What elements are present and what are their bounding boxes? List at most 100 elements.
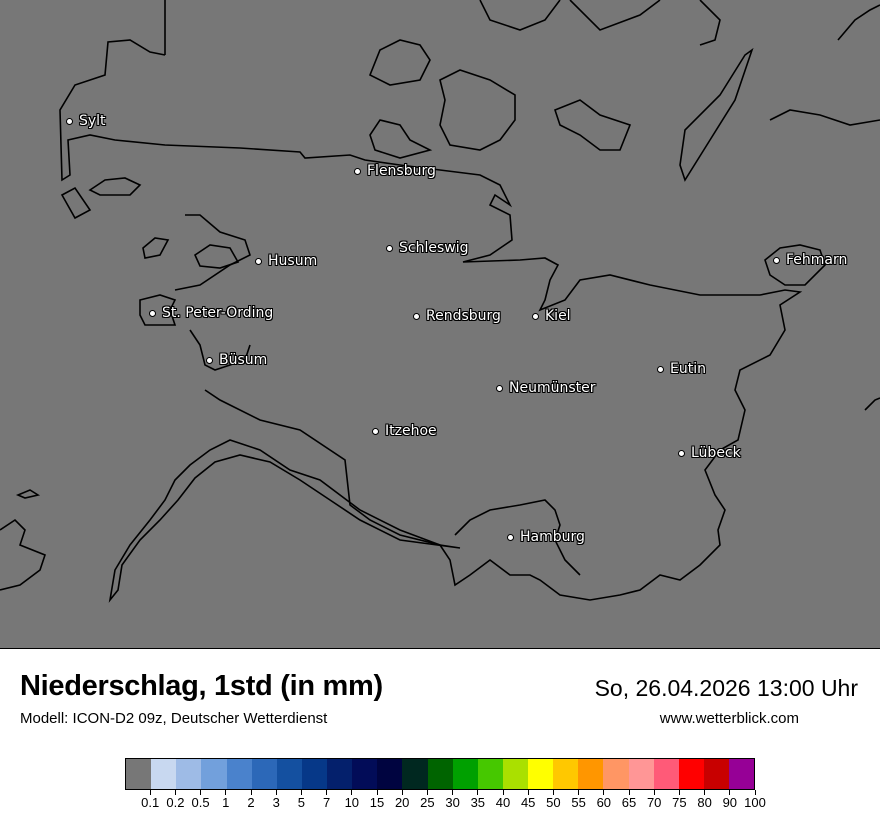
city-label: Eutin — [670, 361, 706, 377]
legend-tick — [502, 790, 504, 795]
legend-tick-label: 75 — [672, 795, 687, 810]
legend-swatch — [653, 759, 679, 789]
legend-tick — [552, 790, 554, 795]
legend-tick — [527, 790, 529, 795]
website-link[interactable]: www.wetterblick.com — [659, 710, 799, 727]
legend-tick — [351, 790, 353, 795]
legend-tick-label: 55 — [571, 795, 586, 810]
city-label: Fehmarn — [786, 252, 848, 268]
legend-tick-label: 0.5 — [191, 795, 210, 810]
city-dot — [386, 244, 393, 252]
city-marker-itzehoe: Itzehoe — [372, 423, 437, 439]
city-dot — [255, 257, 262, 265]
legend-tick-label: 90 — [722, 795, 738, 810]
legend-tick-label: 40 — [495, 795, 511, 810]
legend-swatch — [151, 759, 177, 789]
legend-tick — [452, 790, 454, 795]
color-scale-legend — [125, 758, 755, 790]
city-dot — [372, 427, 379, 435]
city-marker-flensburg: Flensburg — [354, 163, 436, 179]
city-marker-buesum: Büsum — [206, 352, 267, 368]
legend-swatch — [377, 759, 403, 789]
legend-swatch — [226, 759, 252, 789]
city-label: Flensburg — [367, 163, 436, 179]
city-marker-eutin: Eutin — [657, 361, 706, 377]
legend-swatch — [553, 759, 579, 789]
legend-tick — [174, 790, 176, 795]
legend-tick — [326, 790, 328, 795]
legend-tick-label: 80 — [697, 795, 712, 810]
city-marker-kiel: Kiel — [532, 308, 571, 324]
legend-tick — [275, 790, 277, 795]
legend-tick — [250, 790, 252, 795]
legend-tick-label: 20 — [394, 795, 410, 810]
legend-swatch — [176, 759, 202, 789]
model-source: Modell: ICON-D2 09z, Deutscher Wetterdie… — [20, 710, 328, 727]
legend-tick-label: 100 — [744, 795, 766, 810]
legend-tick — [376, 790, 378, 795]
legend-tick — [401, 790, 403, 795]
legend-tick — [477, 790, 479, 795]
city-dot — [507, 533, 514, 541]
legend-tick-label: 70 — [646, 795, 662, 810]
city-label: Neumünster — [509, 380, 596, 396]
legend-tick-label: 35 — [470, 795, 486, 810]
legend-tick — [754, 790, 756, 795]
legend-swatch — [578, 759, 604, 789]
legend-tick-label: 10 — [344, 795, 360, 810]
coastlines — [0, 0, 880, 603]
city-dot — [354, 167, 361, 175]
legend-tick — [628, 790, 630, 795]
legend-swatch — [729, 759, 755, 789]
legend-tick — [225, 790, 227, 795]
city-marker-schleswig: Schleswig — [386, 240, 468, 256]
city-dot — [678, 449, 685, 457]
legend-swatch — [603, 759, 629, 789]
city-dot — [532, 312, 539, 320]
legend-swatch — [452, 759, 478, 789]
forecast-datetime: So, 26.04.2026 13:00 Uhr — [594, 675, 858, 701]
city-label: Husum — [268, 253, 318, 269]
legend-tick-label: 7 — [322, 795, 331, 810]
legend-tick — [729, 790, 731, 795]
city-marker-luebeck: Lübeck — [678, 445, 741, 461]
legend-tick-label: 0.2 — [166, 795, 185, 810]
legend-tick — [603, 790, 605, 795]
legend-tick — [300, 790, 302, 795]
legend-swatch — [628, 759, 654, 789]
legend-swatch — [276, 759, 302, 789]
legend-swatch — [678, 759, 704, 789]
city-marker-sylt: Sylt — [66, 113, 106, 129]
city-dot — [149, 309, 156, 317]
legend-tick-label: 25 — [420, 795, 435, 810]
city-label: Rendsburg — [426, 308, 501, 324]
city-dot — [66, 117, 73, 125]
legend-swatch — [477, 759, 503, 789]
legend-swatch — [352, 759, 378, 789]
legend-swatch — [402, 759, 428, 789]
legend-swatch — [327, 759, 353, 789]
city-dot — [413, 312, 420, 320]
city-marker-hamburg: Hamburg — [507, 529, 585, 545]
city-label: Kiel — [545, 308, 571, 324]
legend-swatch — [201, 759, 227, 789]
legend-tick-label: 5 — [297, 795, 306, 810]
city-label: Büsum — [219, 352, 268, 368]
city-label: Sylt — [79, 113, 106, 129]
city-marker-fehmarn: Fehmarn — [773, 252, 847, 268]
legend-tick — [426, 790, 428, 795]
city-marker-rendsburg: Rendsburg — [413, 308, 501, 324]
legend-swatch — [528, 759, 554, 789]
legend-swatch — [502, 759, 528, 789]
legend-tick-label: 0.1 — [141, 795, 160, 810]
legend-tick — [578, 790, 580, 795]
city-label: Schleswig — [399, 240, 469, 256]
city-marker-husum: Husum — [255, 253, 317, 269]
legend-tick-label: 50 — [546, 795, 561, 810]
legend-tick — [200, 790, 202, 795]
legend-swatch — [427, 759, 453, 789]
city-marker-neumuenster: Neumünster — [496, 380, 596, 396]
legend-tick-label: 1 — [222, 795, 230, 810]
legend-tick — [149, 790, 151, 795]
legend-swatch — [703, 759, 729, 789]
